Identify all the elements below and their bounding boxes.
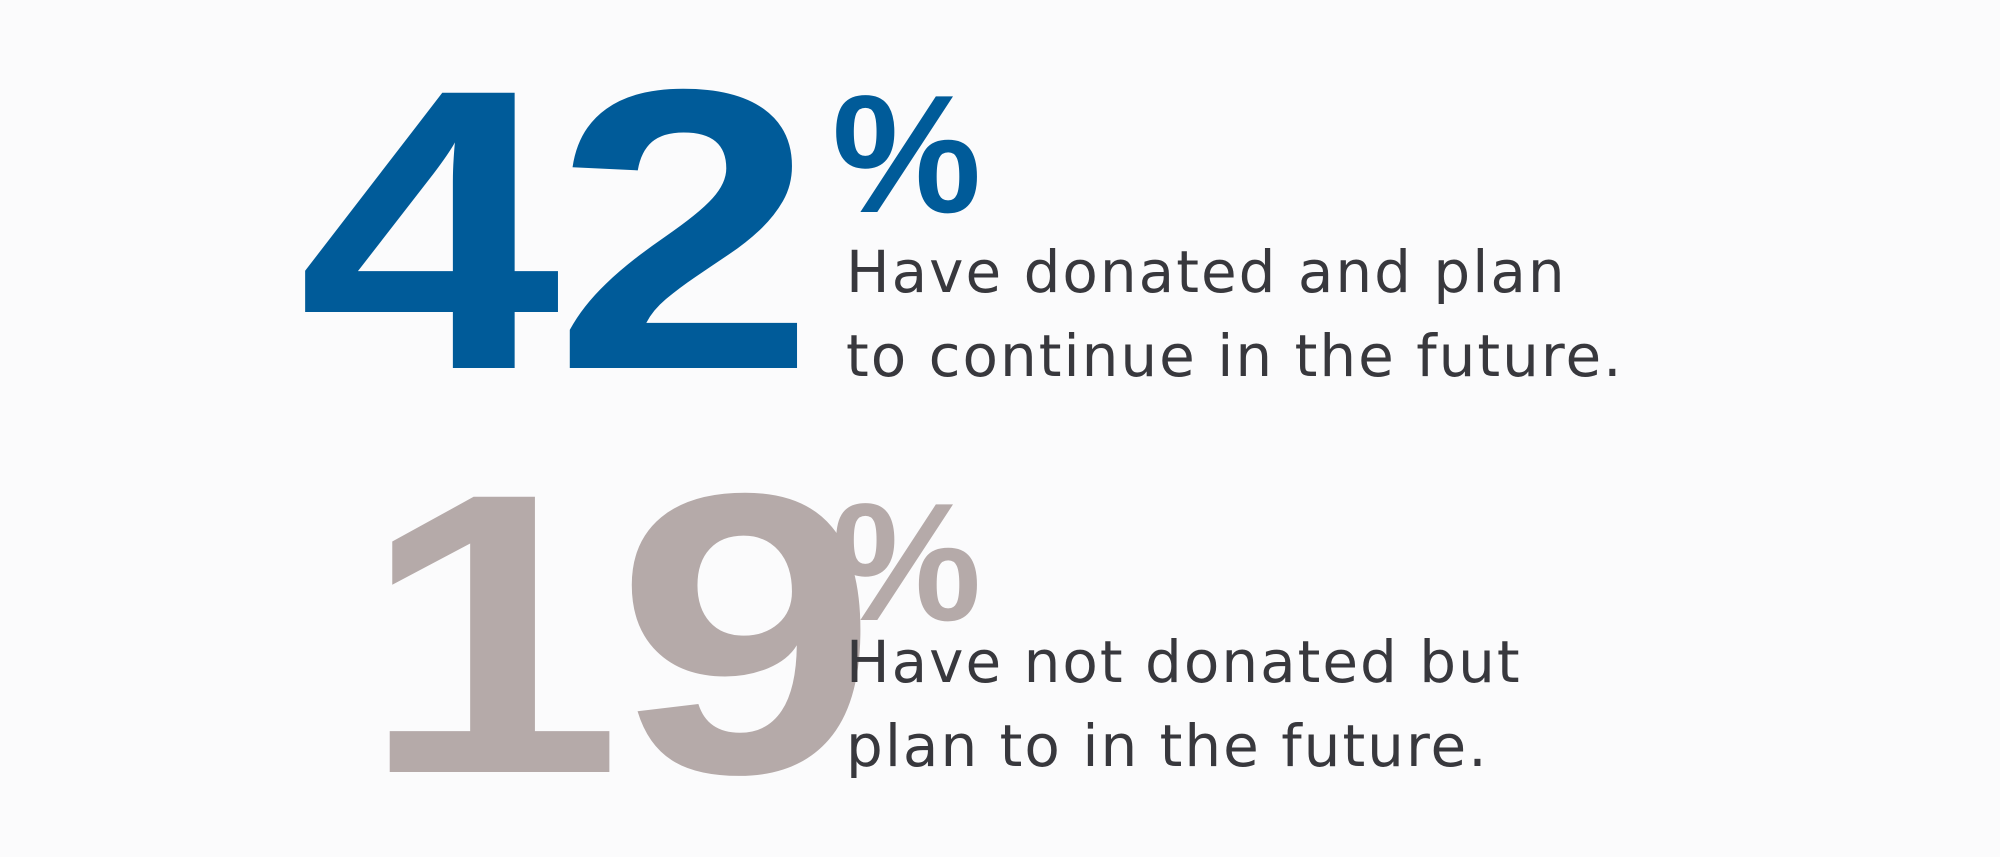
percent-sign: % <box>832 60 982 248</box>
description-line: to continue in the future. <box>846 322 1624 390</box>
description-line: plan to in the future. <box>846 712 1489 780</box>
stat-value: 19 <box>360 410 878 857</box>
stat-19-percent: 19 % Have not donated but plan to in the… <box>0 0 2000 834</box>
stat-value: 42 <box>298 6 816 453</box>
percent-sign: % <box>832 468 982 656</box>
stat-description: Have donated and plan to continue in the… <box>846 230 1624 398</box>
description-line: Have not donated but <box>846 628 1522 696</box>
description-line: Have donated and plan <box>846 238 1567 306</box>
stat-42-percent: 42 % Have donated and plan to continue i… <box>0 0 2000 430</box>
stat-description: Have not donated but plan to in the futu… <box>846 620 1522 788</box>
